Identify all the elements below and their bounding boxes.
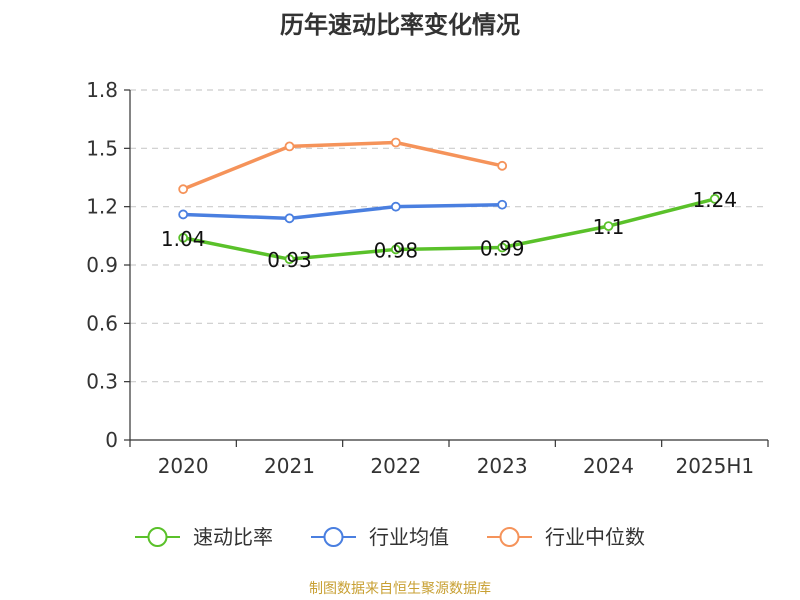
data-point <box>497 199 508 210</box>
grid-layer <box>130 89 768 383</box>
data-point <box>497 242 508 253</box>
data-point <box>178 209 189 220</box>
data-point <box>390 244 401 255</box>
legend: 速动比率 行业均值 行业中位数 <box>135 525 645 549</box>
y-tick-label: 1.8 <box>86 78 118 102</box>
data-label: 1.04 <box>161 227 206 251</box>
y-tick-label: 0.3 <box>86 370 118 394</box>
x-tick-label: 2020 <box>158 454 209 478</box>
y-tick-label: 1.2 <box>86 195 118 219</box>
axis-layer: 0 0.3 0.6 0.9 1.2 1.5 1.8 2020 2021 2022 2023 2024 2… <box>86 78 769 478</box>
chart-title: 历年速动比率变化情况 <box>280 11 520 39</box>
series-layer <box>178 137 720 265</box>
legend-label: 行业均值 <box>369 525 449 549</box>
data-point <box>284 213 295 224</box>
data-point <box>603 221 614 232</box>
data-label-layer: 1.04 0.93 0.98 0.99 1.1 1.24 <box>161 188 737 272</box>
series-line <box>182 197 716 261</box>
x-tick-label: 2023 <box>477 454 528 478</box>
x-tick-label: 2021 <box>264 454 315 478</box>
data-point <box>497 160 508 171</box>
series-line <box>183 202 503 221</box>
data-point <box>178 184 189 195</box>
y-tick-label: 0.9 <box>86 253 118 277</box>
data-label: 1.24 <box>693 188 738 212</box>
data-point <box>709 193 720 204</box>
legend-label: 速动比率 <box>193 525 273 549</box>
data-point <box>284 141 295 152</box>
x-tick-label: 2025H1 <box>675 454 754 478</box>
data-point <box>390 201 401 212</box>
data-point <box>390 137 401 148</box>
data-point <box>178 232 189 243</box>
data-label: 0.98 <box>374 238 419 262</box>
x-tick-label: 2022 <box>370 454 421 478</box>
data-label: 1.1 <box>593 215 625 239</box>
y-tick-label: 1.5 <box>86 136 118 160</box>
source-note: 制图数据来自恒生聚源数据库 <box>309 581 491 597</box>
y-tick-label: 0 <box>105 428 118 452</box>
legend-marker <box>323 527 344 547</box>
legend-marker <box>499 527 520 547</box>
y-tick-label: 0.6 <box>86 311 118 335</box>
data-label: 0.99 <box>480 237 525 261</box>
data-point <box>284 254 295 265</box>
x-tick-label: 2024 <box>583 454 634 478</box>
series-line <box>182 140 503 191</box>
legend-label: 行业中位数 <box>545 525 645 549</box>
legend-marker <box>147 527 168 547</box>
data-label: 0.93 <box>267 248 312 272</box>
